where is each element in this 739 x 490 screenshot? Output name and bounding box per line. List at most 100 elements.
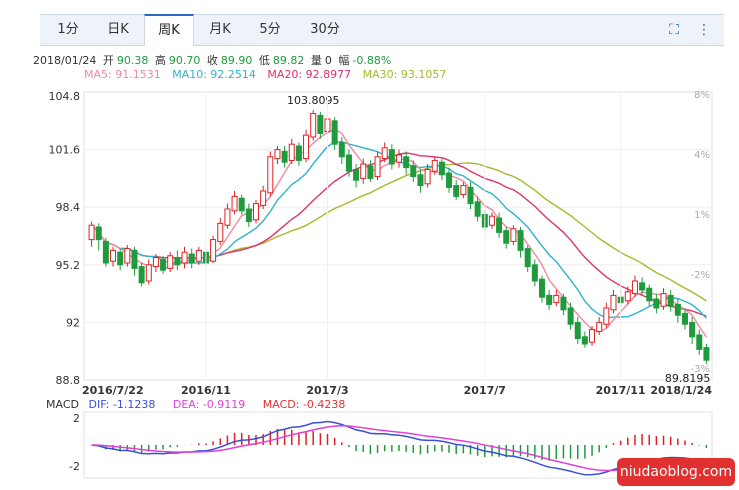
right-percent-tick: -3% [691,364,710,375]
x-tick-label: 2017/11 [596,384,646,397]
candle-body [367,165,374,179]
x-tick-label: 2018/1/24 [650,384,712,397]
dea-line [91,425,707,472]
macd-title: MACD [46,398,79,411]
candle-body [238,197,245,212]
high-value: 90.70 [168,54,201,67]
macd-y-tick: -2 [69,460,80,473]
candle-body [160,258,167,271]
open-value: 90.38 [116,54,149,67]
macd-frame [83,411,713,479]
y-tick-label: 88.8 [56,374,81,387]
ma30-label: MA30: 93.1057 [362,68,447,81]
candle-body [596,321,603,332]
ma20-line [91,152,707,317]
watermark: niudaoblog.com [617,458,735,486]
candle-body [131,249,138,269]
candle-body [102,240,109,264]
candle-body [624,291,631,302]
candle-body [689,321,696,338]
tab-monthly-k[interactable]: 月K [209,22,231,37]
dif-label: DIF: -1.1238 [88,398,156,411]
y-tick-label: 95.2 [56,259,81,272]
candle-body [531,264,538,282]
candle-body [353,168,360,181]
price-frame [83,91,713,381]
candle-body [245,208,252,223]
right-percent-tick: -2% [691,270,710,281]
candle-body [360,163,367,179]
candle-body [546,294,553,305]
tab-30min[interactable]: 30分 [310,22,340,37]
candle-body [660,293,667,307]
x-tick-label: 2017/3 [306,384,348,397]
candle-body [553,294,560,304]
more-vertical-icon[interactable]: ⋮ [697,22,711,38]
candle-body [424,168,431,185]
candle-body [374,156,381,178]
ma-legend: MA5: 91.1531 MA10: 92.2514 MA20: 92.8977… [84,68,454,81]
ma20-label: MA20: 92.8977 [267,68,352,81]
candle-body [453,185,460,197]
right-percent-tick: 4% [694,150,710,161]
right-percent-tick: 1% [694,210,710,221]
candle-body [210,239,217,262]
candle-body [603,307,610,325]
y-tick-label: 92 [66,316,80,329]
candle-body [639,282,646,291]
candle-body [188,253,195,264]
candle-body [503,230,510,244]
candle-body [267,156,274,194]
candle-body [167,255,174,269]
candle-body [138,266,145,284]
ma10-label: MA10: 92.2514 [172,68,256,81]
candle-body [117,251,124,266]
candle-body [610,294,617,311]
candle-body [560,296,567,311]
ma5-label: MA5: 91.1531 [84,68,161,81]
candle-body [474,201,481,217]
dea-label: DEA: -0.9119 [172,398,246,411]
candle-body [152,257,159,268]
candle-body [488,215,495,226]
ma30-line [91,162,707,302]
low-value: 89.82 [272,54,305,67]
tab-5min[interactable]: 5分 [259,22,281,37]
macd-legend: MACD DIF: -1.1238 DEA: -0.9119 MACD: -0.… [46,398,359,411]
candle-body [574,321,581,340]
candle-body [460,185,467,196]
candle-body [681,312,688,325]
candle-body [145,264,152,282]
candle-body [510,228,517,242]
max-price-annotation: 103.8095 [287,94,340,107]
candle-body [381,147,388,160]
candle-body [496,217,503,233]
y-tick-label: 101.6 [49,144,81,157]
candle-body [524,248,531,268]
right-percent-tick: 8% [694,90,710,101]
y-tick-label: 104.8 [49,90,81,103]
change-value: -0.88% [352,54,392,67]
candle-body [417,174,424,187]
tab-1min[interactable]: 1分 [57,22,79,37]
candle-body [331,120,338,145]
candle-body [88,224,95,241]
period-tab-bar: 1分 日K 周K 月K 5分 30分 ⛶ ⋮ [40,14,724,46]
candle-body [310,113,317,138]
candle-body [124,248,131,264]
tab-daily-k[interactable]: 日K [107,22,129,37]
candle-body [253,203,260,221]
candle-body [438,161,445,176]
candle-body [303,134,310,160]
candle-body [174,257,181,266]
candle-body [345,154,352,172]
macd-y-tick: 2 [73,412,80,425]
candle-body [431,159,438,172]
expand-icon[interactable]: ⛶ [669,22,679,38]
candle-body [281,150,288,163]
candle-body [110,249,117,262]
tab-weekly-k[interactable]: 周K [144,14,194,46]
quote-date: 2018/01/24 [33,54,97,67]
candle-body [288,143,295,161]
